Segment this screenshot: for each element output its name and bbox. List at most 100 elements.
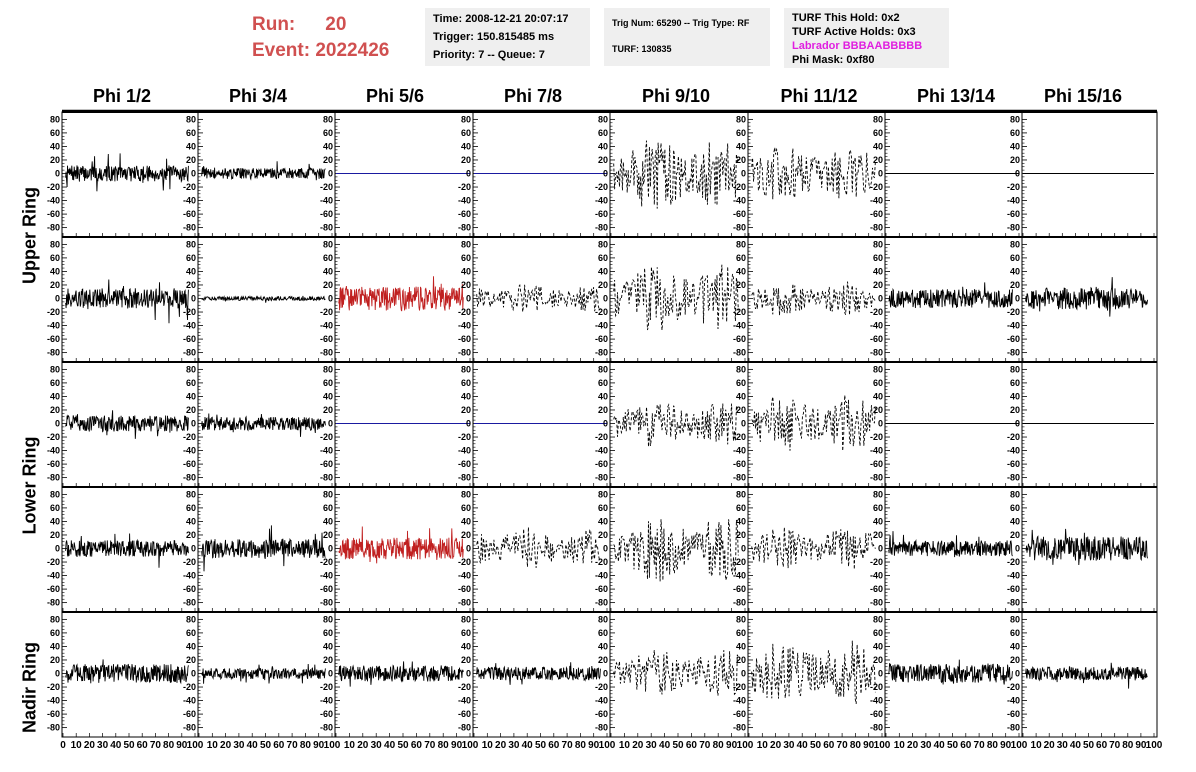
y-tick-label: -40 (320, 696, 333, 706)
y-tick-label: 20 (323, 530, 333, 540)
x-tick-label: 60 (411, 740, 423, 751)
y-tick-label: 0 (466, 169, 471, 179)
y-tick-label: 60 (873, 253, 883, 263)
y-tick-label: -40 (320, 196, 333, 206)
panel-frame (884, 361, 1023, 488)
x-tick-label: 50 (123, 740, 135, 751)
y-tick-label: -60 (870, 334, 883, 344)
y-tick-label: -40 (183, 321, 196, 331)
y-tick-label: 20 (598, 530, 608, 540)
y-tick-label: 60 (323, 378, 333, 388)
panel-frame (472, 111, 611, 238)
y-tick-label: 60 (50, 128, 60, 138)
y-tick-label: 60 (186, 503, 196, 513)
column-header-phi-1-2: Phi 1/2 (92, 86, 152, 106)
y-tick-label: -20 (870, 432, 883, 442)
y-tick-label: -20 (320, 557, 333, 567)
y-tick-label: -60 (870, 584, 883, 594)
panel-frame (747, 361, 886, 488)
x-tick-label: 40 (797, 740, 809, 751)
y-tick-label: 80 (50, 239, 60, 249)
x-tick-label: 100 (187, 740, 204, 751)
waveform-trace (338, 276, 464, 312)
x-tick-label: 40 (384, 740, 396, 751)
y-tick-label: -40 (1007, 321, 1020, 331)
y-tick-label: 20 (873, 655, 883, 665)
y-tick-label: 60 (736, 378, 746, 388)
y-tick-label: 60 (186, 628, 196, 638)
y-tick-label: 60 (1010, 503, 1020, 513)
y-tick-label: 20 (323, 655, 333, 665)
y-tick-label: 20 (873, 405, 883, 415)
y-tick-label: 0 (55, 294, 60, 304)
y-tick-label: -20 (1007, 307, 1020, 317)
y-tick-label: -80 (595, 723, 608, 733)
turf-active-holds-text: TURF Active Holds: 0x3 (792, 26, 916, 38)
x-tick-label: 50 (535, 740, 547, 751)
panel-frame (472, 361, 611, 488)
y-tick-label: -40 (47, 571, 60, 581)
y-tick-label: 20 (461, 155, 471, 165)
y-tick-label: 20 (598, 280, 608, 290)
x-tick-label: 100 (1146, 740, 1163, 751)
x-tick-label: 30 (783, 740, 795, 751)
y-tick-label: 40 (50, 266, 60, 276)
y-tick-label: 0 (878, 544, 883, 554)
y-tick-label: 40 (873, 516, 883, 526)
y-tick-label: 40 (323, 391, 333, 401)
y-tick-label: 20 (323, 405, 333, 415)
x-tick-label: 90 (1135, 740, 1147, 751)
y-tick-label: 40 (598, 141, 608, 151)
y-tick-label: 0 (1015, 169, 1020, 179)
y-tick-label: 20 (50, 655, 60, 665)
y-tick-label: -20 (47, 182, 60, 192)
panel-frame (334, 361, 474, 488)
y-tick-label: 20 (873, 155, 883, 165)
y-tick-label: 0 (328, 294, 333, 304)
y-tick-label: -40 (183, 571, 196, 581)
y-tick-label: -20 (183, 682, 196, 692)
y-tick-label: 20 (461, 655, 471, 665)
x-tick-label: 30 (508, 740, 520, 751)
y-tick-label: -60 (733, 459, 746, 469)
y-tick-label: -60 (1007, 334, 1020, 344)
y-tick-label: -60 (733, 209, 746, 219)
y-tick-label: 80 (461, 364, 471, 374)
y-tick-label: -40 (320, 571, 333, 581)
y-tick-label: 60 (1010, 628, 1020, 638)
x-tick-label: 40 (659, 740, 671, 751)
y-tick-label: -20 (595, 432, 608, 442)
y-tick-label: -80 (595, 223, 608, 233)
y-tick-label: -80 (870, 223, 883, 233)
y-tick-label: 60 (873, 378, 883, 388)
waveform-trace (1025, 662, 1148, 689)
time-text: Time: 2008-12-21 20:07:17 (433, 13, 569, 25)
y-tick-label: -20 (320, 682, 333, 692)
x-tick-label: 40 (247, 740, 259, 751)
y-tick-label: 80 (323, 364, 333, 374)
waveform-trace (65, 659, 189, 685)
y-tick-label: 40 (598, 516, 608, 526)
y-tick-label: 80 (323, 114, 333, 124)
waveform-trace (751, 640, 876, 704)
y-tick-label: 80 (186, 114, 196, 124)
trig-num-text: Trig Num: 65290 -- Trig Type: RF (612, 18, 750, 28)
x-tick-label: 20 (84, 740, 96, 751)
y-tick-label: -20 (320, 307, 333, 317)
y-tick-label: -80 (1007, 598, 1020, 608)
x-tick-label: 70 (150, 740, 162, 751)
y-tick-label: -60 (320, 459, 333, 469)
x-tick-label: 60 (273, 740, 285, 751)
y-tick-label: -40 (733, 446, 746, 456)
waveform-trace (751, 395, 876, 451)
y-tick-label: 60 (1010, 128, 1020, 138)
y-tick-label: -80 (47, 598, 60, 608)
x-tick-label: 40 (110, 740, 122, 751)
y-tick-label: -40 (1007, 696, 1020, 706)
y-tick-label: -60 (183, 584, 196, 594)
y-tick-label: 40 (598, 391, 608, 401)
y-tick-label: 60 (736, 628, 746, 638)
y-tick-label: -40 (183, 446, 196, 456)
y-tick-label: -60 (595, 459, 608, 469)
